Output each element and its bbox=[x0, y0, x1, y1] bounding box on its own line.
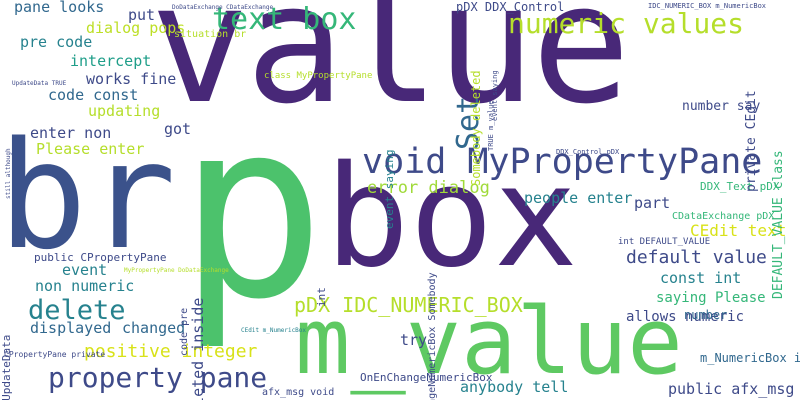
word-m-numericbox-int: number bbox=[684, 308, 728, 322]
word-try: try bbox=[400, 331, 428, 349]
word-got: got bbox=[164, 120, 192, 138]
word-cdataexchange-pdx: situation br bbox=[174, 29, 247, 40]
word-property-pane: property pane bbox=[48, 361, 268, 394]
word-public-afx-msg: m_NumericBox int bbox=[700, 351, 800, 365]
word-numeric-values: numeric values bbox=[508, 7, 745, 40]
word-afx-msg-void: OnEnChangeNumericBox bbox=[360, 371, 493, 384]
word-ddx-control-pdx: OnEnChangeNumericBox Somebody bbox=[427, 272, 438, 400]
word-default-value: default value bbox=[626, 247, 767, 268]
word-onenchangenumericbox-somebody: IDC_NUMERIC_BOX m_NumericBox bbox=[648, 2, 767, 10]
word-pdx-idc-numeric-box: pDX IDC_NUMERIC_BOX bbox=[294, 293, 523, 317]
word-value: value bbox=[150, 0, 631, 140]
word-public-cpropertypane: event saying bbox=[383, 150, 396, 230]
word-number-say: number say bbox=[682, 99, 761, 114]
word-cpropertypane-private: int bbox=[315, 287, 328, 307]
word-cedit-text: CEdit text bbox=[690, 221, 787, 240]
word-void-mypropertypane: void MyPropertyPane bbox=[362, 142, 763, 182]
word-text-box: text box bbox=[212, 2, 357, 37]
word-dialog-pops: dialog pops bbox=[86, 19, 186, 37]
word-int-default-value: pDX DDX_Control bbox=[456, 0, 565, 14]
word-class-mypropertypane: public CPropertyPane bbox=[34, 251, 167, 264]
word-displayed: displayed bbox=[30, 319, 112, 337]
word-works-fine: works fine bbox=[86, 70, 177, 88]
word-mypropertypane-dodataexchange: int DEFAULT_VALUE bbox=[618, 237, 711, 247]
word-enter-non: enter non bbox=[30, 124, 112, 142]
word-somebody-deleted: DDX_Control pDX bbox=[556, 148, 620, 156]
word-put: put bbox=[128, 6, 156, 24]
word-deleted-inside: UpdateData TRUE bbox=[12, 80, 67, 87]
word-delete: delete bbox=[28, 295, 126, 326]
word-event: event bbox=[62, 261, 108, 279]
word-updating: updating bbox=[88, 102, 161, 120]
word-dodataexchange-cdataexchange: data UpdateData bbox=[0, 335, 13, 400]
word-still-although: CEdit m_NumericBox bbox=[241, 327, 307, 334]
word-pdx-ddx-control: afx_msg void bbox=[262, 387, 335, 398]
word-cedit-m-numericbox: CDataExchange pDX bbox=[672, 211, 775, 222]
word-code-const: code const bbox=[48, 86, 139, 104]
word-please-enter: Please enter bbox=[36, 140, 145, 158]
word-br: br bbox=[0, 110, 177, 282]
word-people-enter: part bbox=[634, 194, 671, 212]
word-number: allows numeric bbox=[626, 309, 745, 325]
word-m-value: m_value bbox=[295, 288, 683, 395]
word-saying-please: const int bbox=[660, 269, 742, 287]
word-non-numeric: non numeric bbox=[35, 277, 135, 295]
word-anybody-tell: public afx_msg bbox=[668, 380, 795, 398]
word-pre-code: pre code bbox=[20, 33, 93, 51]
word-pane-looks: pane looks bbox=[14, 0, 105, 16]
word-private-cedit: DDX_Text pDX bbox=[700, 180, 780, 193]
word-updatedata-true: CPropertyPane private bbox=[4, 350, 106, 359]
word-allows-numeric: saying Please bbox=[656, 290, 766, 306]
word-public-cpropertypane-2: event saying bbox=[491, 70, 499, 121]
word-code-pre: DoDataExchange CDataExchange bbox=[172, 4, 274, 11]
word-default-value-class: DEFAULT_VALUE class bbox=[771, 150, 786, 299]
word-onenchangenumericbox: anybody tell bbox=[460, 378, 569, 396]
word-p: p bbox=[178, 68, 326, 353]
word-situation-br: deleted inside bbox=[189, 298, 207, 400]
word-box: box bbox=[325, 136, 578, 299]
word-positive-integer: positive integer bbox=[84, 341, 258, 362]
word-part: private CEdit bbox=[744, 90, 759, 192]
word-int: Somebody deleted bbox=[469, 70, 483, 186]
word-ddx-text-pdx: class MyPropertyPane bbox=[264, 71, 373, 81]
word-data-updatedata: still although bbox=[5, 148, 12, 199]
word-error-dialog: error dialog bbox=[367, 178, 490, 198]
word-const-int: people enter bbox=[524, 189, 633, 207]
word-changed: changed bbox=[122, 319, 186, 337]
word-intercept: intercept bbox=[70, 52, 152, 70]
word-true-m-value: MyPropertyPane DoDataExchange bbox=[124, 267, 229, 274]
